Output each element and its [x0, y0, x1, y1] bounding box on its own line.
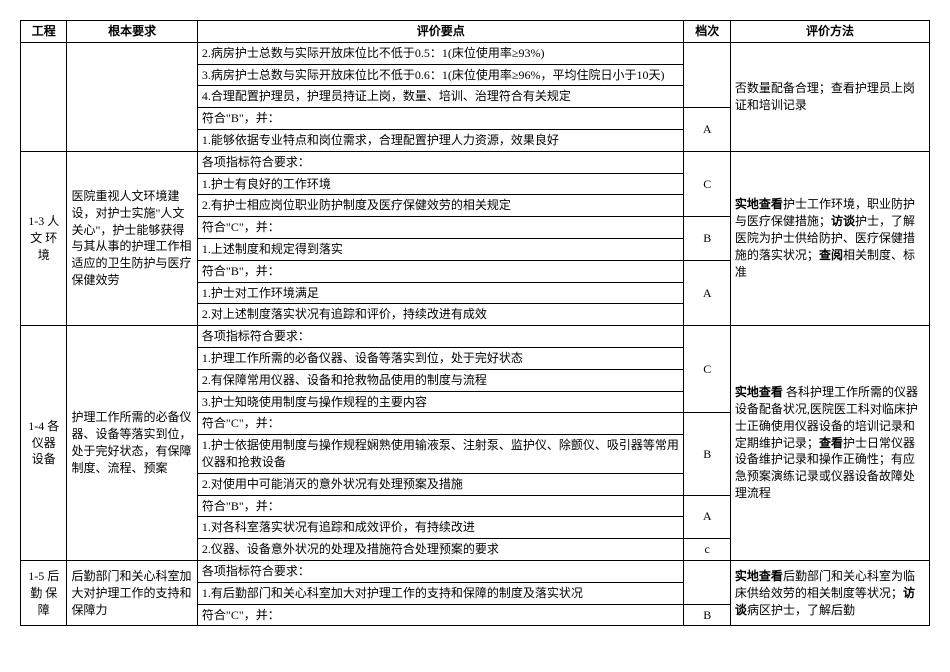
cell-grade: A: [684, 108, 730, 152]
header-project: 工程: [21, 21, 67, 43]
cell-eval: 符合"C"，并：: [197, 217, 684, 239]
cell-eval: 符合"C"，并：: [197, 604, 684, 626]
cell-grade: A: [684, 495, 730, 539]
bold-prefix: 实地查看: [735, 385, 783, 399]
bold-prefix: 实地查看: [735, 197, 783, 211]
table-row: 1-5 后勤 保障 后勤部门和关心科室加大对护理工作的支持和保障力 各项指标符合…: [21, 560, 930, 582]
cell-eval: 2.病房护士总数与实际开放床位比不低于0.5：1(床位使用率≥93%): [197, 42, 684, 64]
cell-eval: 符合"B"，并：: [197, 260, 684, 282]
cell-grade: B: [684, 604, 730, 626]
cell-eval: 1.护士依据使用制度与操作规程娴熟使用输液泵、注射泵、监护仪、除颤仪、吸引器等常…: [197, 435, 684, 474]
cell-project-1-4: 1-4 各 仪器 设备: [21, 326, 67, 561]
bold-look: 查看: [819, 436, 843, 450]
cell-req-1-4: 护理工作所需的必备仪器、设备等落实到位，处于完好状态，有保障制度、流程、预案: [67, 326, 197, 561]
cell-eval: 各项指标符合要求：: [197, 560, 684, 582]
cell-project-empty: [21, 42, 67, 151]
table-row: 1-4 各 仪器 设备 护理工作所需的必备仪器、设备等落实到位，处于完好状态，有…: [21, 326, 930, 348]
cell-eval: 2.对使用中可能消灭的意外状况有处理预案及措施: [197, 473, 684, 495]
cell-eval: 各项指标符合要求：: [197, 326, 684, 348]
cell-eval: 各项指标符合要求：: [197, 151, 684, 173]
table-header-row: 工程 根本要求 评价要点 档次 评价方法: [21, 21, 930, 43]
cell-eval: 1.护理工作所需的必备仪器、设备等落实到位，处于完好状态: [197, 347, 684, 369]
cell-req-1-3: 医院重视人文环境建设，对护士实施"人文关心"，护士能够获得与其从事的护理工作相适…: [67, 151, 197, 325]
cell-eval: 符合"C"，并：: [197, 413, 684, 435]
cell-grade: [684, 42, 730, 107]
cell-eval: 1.上述制度和规定得到落实: [197, 238, 684, 260]
cell-eval: 1.护士对工作环境满足: [197, 282, 684, 304]
cell-eval: 1.能够依据专业特点和岗位需求，合理配置护理人力资源，效果良好: [197, 129, 684, 151]
cell-eval: 1.有后勤部门和关心科室加大对护理工作的支持和保障的制度及落实状况: [197, 582, 684, 604]
header-method: 评价方法: [730, 21, 929, 43]
cell-project-1-3: 1-3 人文 环境: [21, 151, 67, 325]
cell-eval: 3.护士知晓使用制度与操作规程的主要内容: [197, 391, 684, 413]
cell-method-1-4: 实地查看 各科护理工作所需的仪器设备配备状况,医院医工科对临床护士正确使用仪器设…: [730, 326, 929, 561]
table-row: 1-3 人文 环境 医院重视人文环境建设，对护士实施"人文关心"，护士能够获得与…: [21, 151, 930, 173]
header-grade: 档次: [684, 21, 730, 43]
cell-grade: B: [684, 217, 730, 261]
cell-method-1-5: 实地查看后勤部门和关心科室为临床供给效劳的相关制度等状况；访谈病区护士，了解后勤: [730, 560, 929, 625]
cell-grade: A: [684, 260, 730, 325]
cell-method-1-3: 实地查看护士工作环境，职业防护与医疗保健措施；访谈护士，了解医院为护士供给防护、…: [730, 151, 929, 325]
method-text: 病区护士，了解后勤: [747, 603, 855, 617]
cell-eval: 2.仪器、设备意外状况的处理及措施符合处理预案的要求: [197, 539, 684, 561]
cell-eval: 2.有保障常用仪器、设备和抢救物品使用的制度与流程: [197, 369, 684, 391]
cell-grade: C: [684, 151, 730, 216]
cell-eval: 1.护士有良好的工作环境: [197, 173, 684, 195]
cell-req-empty: [67, 42, 197, 151]
header-evalpoints: 评价要点: [197, 21, 684, 43]
cell-grade: B: [684, 413, 730, 495]
cell-req-1-5: 后勤部门和关心科室加大对护理工作的支持和保障力: [67, 560, 197, 625]
bold-read: 查阅: [819, 248, 843, 262]
cell-grade: C: [684, 326, 730, 413]
cell-eval: 3.病房护士总数与实际开放床位比不低于0.6：1(床位使用率≥96%，平均住院日…: [197, 64, 684, 86]
header-requirement: 根本要求: [67, 21, 197, 43]
cell-eval: 2.有护士相应岗位职业防护制度及医疗保健效劳的相关规定: [197, 195, 684, 217]
table-row: 2.病房护士总数与实际开放床位比不低于0.5：1(床位使用率≥93%) 否数量配…: [21, 42, 930, 64]
bold-prefix: 实地查看: [735, 569, 783, 583]
bold-visit: 访谈: [831, 214, 855, 228]
cell-grade: [684, 560, 730, 604]
cell-eval: 4.合理配置护理员，护理员持证上岗，数量、培训、治理符合有关规定: [197, 86, 684, 108]
cell-eval: 符合"B"，并：: [197, 495, 684, 517]
evaluation-table: 工程 根本要求 评价要点 档次 评价方法 2.病房护士总数与实际开放床位比不低于…: [20, 20, 930, 626]
cell-project-1-5: 1-5 后勤 保障: [21, 560, 67, 625]
cell-grade: c: [684, 539, 730, 561]
cell-eval: 符合"B"，并：: [197, 108, 684, 130]
cell-method-top: 否数量配备合理；查看护理员上岗证和培训记录: [730, 42, 929, 151]
cell-eval: 2.对上述制度落实状况有追踪和评价，持续改进有成效: [197, 304, 684, 326]
cell-eval: 1.对各科室落实状况有追踪和成效评价，有持续改进: [197, 517, 684, 539]
